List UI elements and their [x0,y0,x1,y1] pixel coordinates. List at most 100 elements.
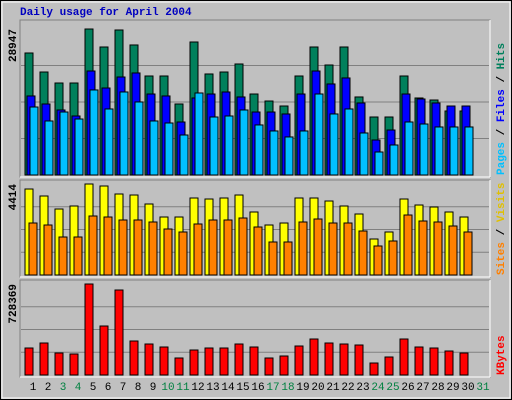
bar [313,218,323,276]
x-tick-label: 15 [236,382,249,394]
bar [129,340,139,376]
x-tick-label: 2 [45,382,52,394]
x-tick-label: 7 [120,382,127,394]
bar [463,231,473,276]
bar [238,217,248,276]
bar [74,118,84,176]
legend-entry: Files [496,89,508,122]
bar [148,221,158,276]
legend-separator: / [496,122,508,142]
x-tick-label: 26 [401,382,414,394]
bar [24,347,34,376]
bar [388,240,398,276]
bar [224,115,234,176]
bar [29,106,39,176]
bar [133,219,143,276]
bar [399,338,409,376]
y-tick-label: 728369 [8,284,20,324]
legend-entry: Pages [496,142,508,175]
x-tick-label: 20 [311,382,324,394]
bar [43,224,53,276]
legend: Sites / Visits [496,183,508,275]
bar [264,357,274,376]
x-tick-label: 19 [296,382,309,394]
bar [118,219,128,276]
x-tick-label: 27 [416,382,429,394]
bar [89,89,99,176]
bar [403,214,413,276]
y-tick-label: 28947 [8,29,20,62]
x-tick-label: 6 [105,382,112,394]
bar [434,126,444,176]
bar [73,236,83,276]
bar [339,343,349,376]
bar [44,120,54,176]
bar [159,346,169,376]
bar [69,353,79,376]
bar [449,126,459,176]
x-tick-label: 12 [191,382,204,394]
bar [119,91,129,176]
legend-separator: / [496,222,508,242]
legend-entry: Sites [496,242,508,275]
bar [279,355,289,376]
bar [404,121,414,176]
bar [358,230,368,276]
x-tick-label: 1 [30,382,37,394]
bar [84,283,94,376]
bar [204,347,214,376]
bar [419,123,429,176]
bar [414,346,424,376]
bar [234,343,244,376]
bar [464,126,474,176]
legend-entry: Visits [496,183,508,223]
bar [249,346,259,376]
bar [329,113,339,176]
bar [309,338,319,376]
bar [433,221,443,276]
bar [328,222,338,276]
bar [354,344,364,376]
x-tick-label: 23 [356,382,369,394]
bar [418,220,428,276]
bar [149,120,159,176]
legend-entry: Hits [496,43,508,69]
x-tick-label: 9 [150,382,157,394]
bar [459,352,469,376]
bar [28,222,38,276]
bar [178,231,188,276]
bar [448,225,458,276]
bar [209,116,219,176]
bar [269,130,279,176]
bar [254,124,264,176]
x-tick-label: 14 [221,382,235,394]
bar [54,352,64,376]
bar [58,236,68,276]
bar [219,347,229,376]
bar [134,101,144,176]
x-tick-label: 21 [326,382,340,394]
bar [174,357,184,376]
bar [299,130,309,176]
bar [103,216,113,276]
bar [384,356,394,376]
x-tick-label: 4 [75,382,82,394]
x-tick-label: 10 [161,382,174,394]
bar [298,221,308,276]
x-tick-label: 3 [60,382,67,394]
y-tick-label: 4414 [8,184,20,211]
legend-separator: / [496,69,508,89]
bar [373,245,383,276]
bar [268,241,278,276]
bar [189,349,199,376]
bar [179,134,189,176]
chart-title: Daily usage for April 2004 [20,7,192,19]
bar [104,108,114,176]
legend-entry: KBytes [496,335,508,375]
bar [429,347,439,376]
bar [144,343,154,376]
bar [314,93,324,176]
bar [444,350,454,376]
